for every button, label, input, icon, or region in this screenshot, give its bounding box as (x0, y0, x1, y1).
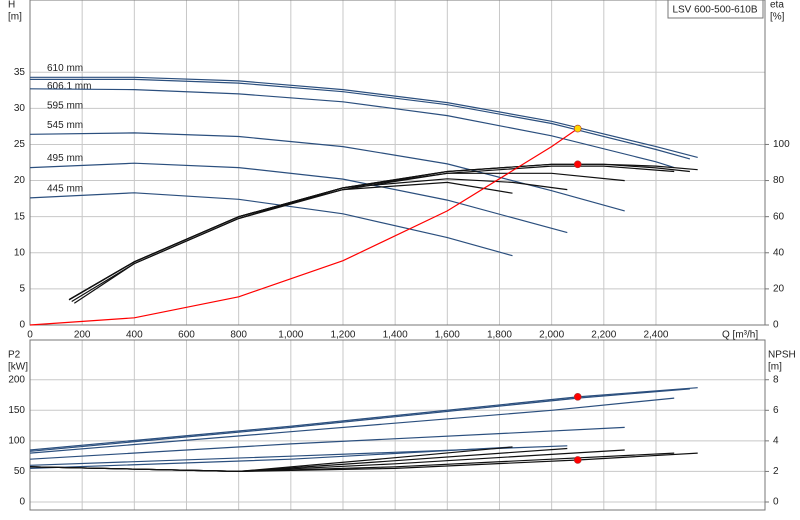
curve (30, 76, 698, 158)
curve (29, 88, 675, 169)
y-tick-label: 5 (19, 284, 25, 295)
chart-title: LSV 600-500-610B (672, 5, 757, 16)
curve (71, 165, 675, 303)
y2-tick-label: 40 (773, 247, 785, 258)
y-tick-label: 0 (19, 320, 25, 331)
x-tick-label: 1,400 (383, 330, 408, 341)
curve (29, 162, 568, 234)
x-tick-label: 1,200 (330, 330, 355, 341)
x-tick-label: 2,000 (539, 330, 564, 341)
y2-tick-label: 6 (773, 405, 779, 416)
y2-tick-label: 60 (773, 211, 785, 222)
x-tick-label: 2,200 (591, 330, 616, 341)
y-tick-label: 0 (19, 497, 25, 508)
y2-tick-label: 20 (773, 284, 785, 295)
curve-label: 610 mm (47, 63, 83, 74)
y-tick-label: 25 (14, 139, 26, 150)
y2-axis-label: eta (770, 0, 784, 11)
y-tick-label: 30 (14, 103, 26, 114)
curve (68, 172, 625, 301)
x-tick-label: 800 (230, 330, 247, 341)
top-plot-frame (29, 0, 766, 326)
x-tick-label: 200 (74, 330, 91, 341)
y2-axis-unit: [%] (770, 12, 785, 23)
y-tick-label: 15 (14, 211, 26, 222)
y-tick-label: 100 (8, 436, 25, 447)
curve-label: 445 mm (47, 184, 83, 195)
y2-axis-label: NPSH (768, 350, 796, 361)
curve (29, 446, 513, 469)
curve (29, 446, 513, 473)
curve-label: 495 mm (47, 153, 83, 164)
y-axis-label: H (8, 0, 15, 11)
y-tick-label: 200 (8, 374, 25, 385)
title-box (667, 0, 764, 19)
curve (29, 192, 513, 257)
y2-axis-unit: [m] (768, 362, 782, 373)
y-tick-label: 150 (8, 405, 25, 416)
y-tick-label: 35 (14, 67, 26, 78)
duty-point (573, 456, 582, 464)
y2-tick-label: 0 (773, 320, 779, 331)
x-tick-label: 400 (126, 330, 143, 341)
curve (29, 387, 698, 451)
curve (29, 132, 625, 212)
x-axis-label: Q [m³/h] (722, 330, 758, 341)
y2-tick-label: 80 (773, 175, 785, 186)
y2-tick-label: 4 (773, 436, 779, 447)
curve (29, 128, 579, 326)
x-tick-label: 600 (178, 330, 195, 341)
y2-tick-label: 0 (773, 497, 779, 508)
y-axis-unit: [kW] (8, 362, 28, 373)
duty-point (573, 124, 582, 133)
y-axis-label: P2 (8, 350, 21, 361)
y2-tick-label: 2 (773, 466, 779, 477)
curve-label: 606.1 mm (47, 81, 91, 92)
x-tick-label: 1,600 (435, 330, 460, 341)
y-tick-label: 10 (14, 247, 26, 258)
x-tick-label: 1,000 (278, 330, 303, 341)
y-tick-label: 20 (14, 175, 26, 186)
curve (30, 78, 691, 160)
y2-tick-label: 100 (773, 139, 790, 150)
x-tick-label: 0 (27, 330, 33, 341)
x-tick-label: 2,400 (643, 330, 668, 341)
curve-label: 545 mm (47, 120, 83, 131)
curve (29, 426, 625, 460)
curve (68, 181, 513, 301)
duty-point (573, 160, 582, 169)
curve (29, 397, 675, 454)
y-tick-label: 50 (14, 466, 26, 477)
x-tick-label: 1,800 (487, 330, 512, 341)
duty-point (573, 393, 582, 401)
curve-label: 595 mm (47, 100, 83, 111)
y-axis-unit: [m] (8, 12, 22, 23)
bottom-plot-frame (29, 339, 766, 511)
curve (29, 388, 690, 452)
curve (73, 163, 690, 304)
y2-tick-label: 8 (773, 374, 779, 385)
